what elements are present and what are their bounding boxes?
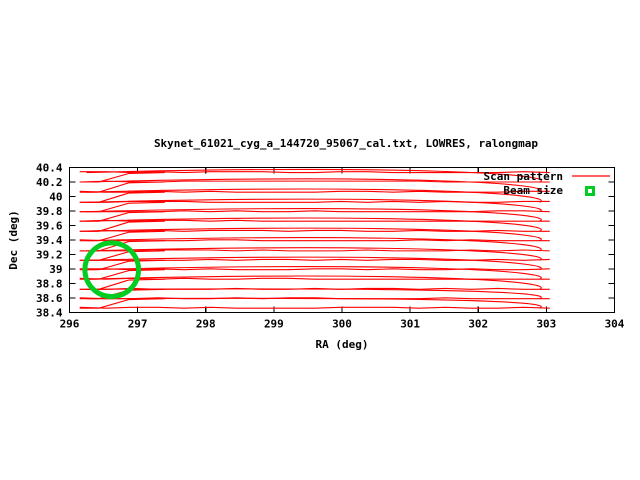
y-tick-label: 39.6 [36, 220, 63, 233]
x-tick-label: 304 [605, 318, 625, 331]
y-tick-label: 40.2 [36, 176, 63, 189]
legend: Scan pattern Beam size [484, 170, 610, 197]
scan-turnaround-arc [86, 217, 542, 232]
y-tick-label: 39.2 [36, 249, 63, 262]
y-tick-label: 39.4 [36, 234, 63, 247]
legend-item-scan-pattern-label: Scan pattern [484, 170, 563, 183]
scan-turnaround-arc [86, 188, 542, 203]
scan-turnaround-arc [86, 297, 542, 309]
scan-row-line [79, 249, 550, 252]
y-tick-label: 39 [49, 263, 62, 276]
x-tick-label: 302 [468, 318, 488, 331]
scan-turnaround-arc [86, 247, 542, 261]
scan-pattern-series [79, 168, 550, 309]
y-axis-title: Dec (deg) [7, 210, 20, 270]
scan-ramp-line [79, 298, 165, 309]
y-tick-label: 38.8 [36, 278, 63, 291]
y-tick-label: 38.4 [36, 307, 63, 320]
x-tick-label: 297 [128, 318, 148, 331]
y-tick-label: 39.8 [36, 205, 63, 218]
scan-turnaround-arc [86, 178, 542, 193]
legend-item-beam-size-label: Beam size [503, 184, 563, 197]
y-tick-label: 38.6 [36, 292, 63, 305]
x-axis-title: RA (deg) [316, 338, 369, 351]
y-tick-label: 40 [49, 191, 62, 204]
scan-turnaround-arc [86, 266, 542, 280]
scan-turnaround-arc [86, 198, 542, 213]
x-axis-ticks: 296 297 298 299 300 301 302 303 304 [60, 167, 625, 331]
scan-row-line [79, 268, 550, 271]
legend-beam-size-square-icon [585, 186, 595, 196]
scan-turnaround-arc [86, 208, 542, 222]
scan-row-line [79, 297, 550, 300]
x-tick-label: 301 [400, 318, 420, 331]
x-tick-label: 303 [536, 318, 556, 331]
scan-turnaround-arc [86, 168, 542, 183]
x-tick-label: 296 [60, 318, 80, 331]
scan-turnaround-arc [86, 237, 542, 252]
scan-turnaround-arc [86, 256, 542, 271]
scan-row-line [79, 306, 550, 309]
x-tick-label: 300 [332, 318, 352, 331]
x-tick-label: 298 [196, 318, 216, 331]
scan-turnaround-arc [86, 275, 542, 290]
x-tick-label: 299 [264, 318, 284, 331]
beam-size-circle [82, 240, 142, 300]
scan-turnaround-arc [86, 227, 542, 242]
y-tick-label: 40.4 [36, 162, 63, 175]
page-title: Skynet_61021_cyg_a_144720_95067_cal.txt,… [154, 137, 538, 150]
scan-turnaround-arc [86, 288, 542, 300]
